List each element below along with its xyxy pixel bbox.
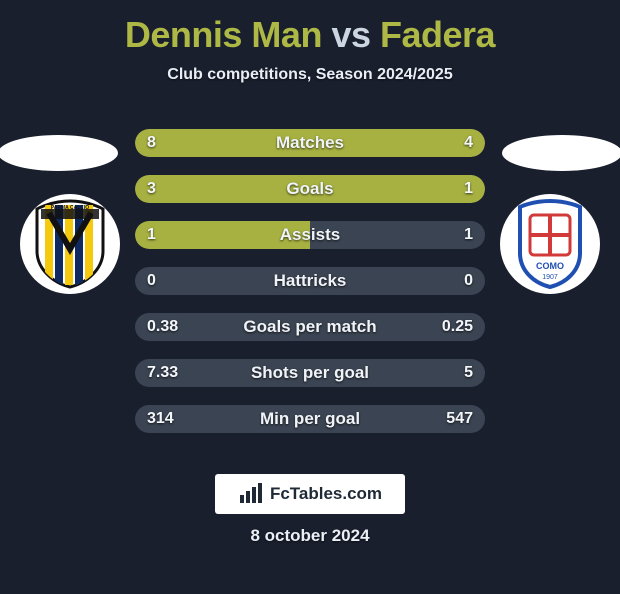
svg-text:COMO: COMO	[536, 261, 564, 271]
stat-label: Min per goal	[135, 405, 485, 433]
stat-row: Min per goal314 547	[135, 405, 485, 433]
stat-row: Goals per match0.38 0.25	[135, 313, 485, 341]
stat-label: Hattricks	[135, 267, 485, 295]
right-team-badge: COMO 1907	[500, 194, 600, 294]
site-logo-box: FcTables.com	[215, 474, 405, 514]
stat-row: Matches84	[135, 129, 485, 157]
stat-value-right: 5	[464, 359, 473, 387]
svg-text:PARMA CALCIO: PARMA CALCIO	[51, 205, 89, 211]
stat-value-left: 7.33	[147, 359, 178, 387]
player1-name: Dennis Man	[125, 14, 322, 55]
bars-container: Matches84 Goals31 Assists11 Hattricks0 0 Goal…	[135, 129, 485, 433]
stat-row: Goals31	[135, 175, 485, 203]
stat-row: Shots per goal7.33 5	[135, 359, 485, 387]
stat-value-right: 0.25	[442, 313, 473, 341]
como-crest-icon: COMO 1907	[514, 199, 586, 289]
site-name: FcTables.com	[270, 484, 382, 504]
left-team-badge: PARMA CALCIO	[20, 194, 120, 294]
stat-value-right: 547	[446, 405, 473, 433]
stat-value-left: 0.38	[147, 313, 178, 341]
stat-value-left: 314	[147, 405, 174, 433]
svg-text:1907: 1907	[542, 274, 558, 281]
stat-row: Assists11	[135, 221, 485, 249]
stat-fill-left	[135, 221, 310, 249]
comparison-title: Dennis Man vs Fadera	[0, 14, 620, 56]
stat-value-left: 0	[147, 267, 156, 295]
stat-fill-right	[380, 175, 485, 203]
stat-value-right: 0	[464, 267, 473, 295]
right-ellipse-decor	[502, 135, 620, 171]
vs-label: vs	[331, 14, 370, 55]
player2-name: Fadera	[380, 14, 495, 55]
stat-fill-left	[135, 129, 380, 157]
stat-value-right: 1	[464, 221, 473, 249]
parma-crest-icon: PARMA CALCIO	[31, 199, 109, 289]
stat-row: Hattricks0 0	[135, 267, 485, 295]
bars-icon	[238, 483, 264, 505]
left-ellipse-decor	[0, 135, 118, 171]
stat-fill-right	[380, 129, 485, 157]
stat-label: Goals per match	[135, 313, 485, 341]
stat-label: Shots per goal	[135, 359, 485, 387]
chart-stage: PARMA CALCIO COMO 1907 Matches84 Goals31 A…	[0, 129, 620, 459]
subtitle: Club competitions, Season 2024/2025	[0, 66, 620, 84]
footer-date: 8 october 2024	[0, 526, 620, 546]
stat-fill-left	[135, 175, 380, 203]
